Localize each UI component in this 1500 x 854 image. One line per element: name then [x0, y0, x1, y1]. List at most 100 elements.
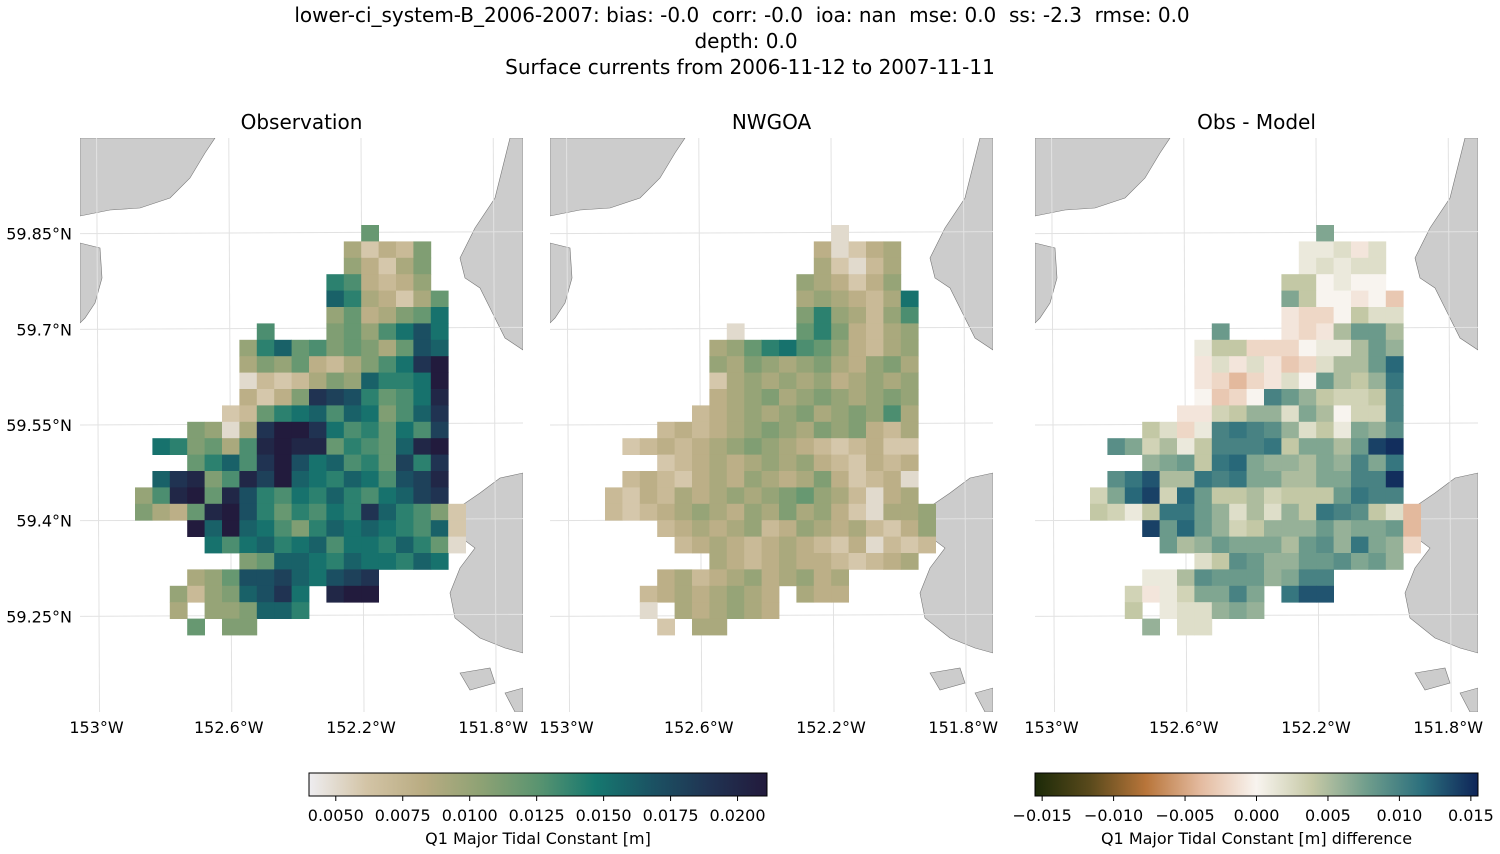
cell — [1298, 503, 1317, 521]
cell — [343, 290, 362, 308]
cell — [1107, 487, 1126, 505]
cell — [309, 405, 327, 423]
cell — [1211, 339, 1230, 357]
cell — [1194, 618, 1213, 636]
cell — [1211, 372, 1230, 390]
cell — [187, 520, 205, 537]
cell — [1159, 503, 1178, 521]
cell — [239, 569, 258, 587]
cell — [413, 257, 432, 275]
cell — [1368, 487, 1387, 505]
cell — [204, 487, 223, 505]
cell — [1124, 503, 1143, 521]
cell — [256, 602, 275, 619]
cell — [222, 569, 240, 587]
cell — [779, 356, 797, 373]
cell — [726, 372, 745, 390]
cell — [361, 257, 379, 275]
cell — [796, 290, 815, 308]
cell — [1142, 421, 1160, 439]
cell — [900, 438, 919, 455]
cell — [796, 536, 815, 554]
cell — [761, 421, 780, 439]
cell — [796, 307, 815, 324]
cell — [1142, 618, 1160, 636]
cell — [831, 487, 849, 505]
cell — [831, 389, 849, 406]
cell — [361, 569, 379, 587]
land — [504, 687, 523, 712]
cell — [378, 339, 397, 357]
cell — [1333, 307, 1352, 324]
land — [459, 138, 523, 351]
x-tick-label: 152.2°W — [796, 718, 866, 737]
cell — [1229, 454, 1247, 472]
cell — [361, 520, 379, 537]
cell — [1351, 454, 1369, 472]
cell — [709, 389, 728, 406]
cell — [1316, 520, 1334, 537]
cell — [709, 520, 728, 537]
cell — [1385, 339, 1404, 357]
cell — [239, 405, 258, 423]
cell — [361, 536, 379, 554]
cell — [848, 389, 867, 406]
cell — [813, 471, 832, 488]
cell — [396, 274, 414, 291]
cell — [900, 471, 919, 488]
cell — [378, 356, 397, 373]
cell — [222, 602, 240, 619]
cell — [900, 487, 919, 505]
cell — [813, 585, 832, 603]
cell — [1281, 405, 1300, 423]
cell — [378, 421, 397, 439]
cell — [709, 569, 728, 587]
cell — [378, 520, 397, 537]
cell — [726, 602, 745, 619]
cell — [692, 536, 710, 554]
cell — [256, 536, 275, 554]
cell — [744, 438, 762, 455]
cell — [169, 487, 188, 505]
cell — [744, 405, 762, 423]
cell — [1264, 421, 1282, 439]
cell — [1264, 503, 1282, 521]
cell — [448, 520, 466, 537]
cell — [1246, 421, 1265, 439]
cell — [1159, 585, 1178, 603]
cell — [430, 471, 449, 488]
cell — [1281, 471, 1300, 488]
cell — [291, 536, 310, 554]
cell — [309, 339, 327, 357]
colorbar-tick-label: 0.0150 — [576, 806, 632, 825]
cell — [692, 471, 710, 488]
cell — [361, 553, 379, 570]
cell — [1333, 421, 1352, 439]
cell — [274, 569, 292, 587]
cell — [274, 503, 292, 521]
cell — [1333, 471, 1352, 488]
cell — [1281, 421, 1300, 439]
cell — [779, 389, 797, 406]
cell — [813, 503, 832, 521]
cell — [430, 487, 449, 505]
cell — [709, 339, 728, 357]
cell — [256, 389, 275, 406]
cell — [1229, 520, 1247, 537]
y-tick-label: 59.85°N — [6, 225, 72, 244]
cell — [779, 372, 797, 390]
cell — [761, 569, 780, 587]
colorbar-tick-label: 0.005 — [1305, 806, 1351, 825]
land — [1414, 667, 1451, 691]
cell — [309, 503, 327, 521]
cell — [779, 454, 797, 472]
cell — [1316, 307, 1334, 324]
cell — [309, 389, 327, 406]
cell — [396, 454, 414, 472]
cell — [1211, 487, 1230, 505]
cell — [378, 454, 397, 472]
cell — [1281, 389, 1300, 406]
cell — [1246, 487, 1265, 505]
cell — [726, 389, 745, 406]
